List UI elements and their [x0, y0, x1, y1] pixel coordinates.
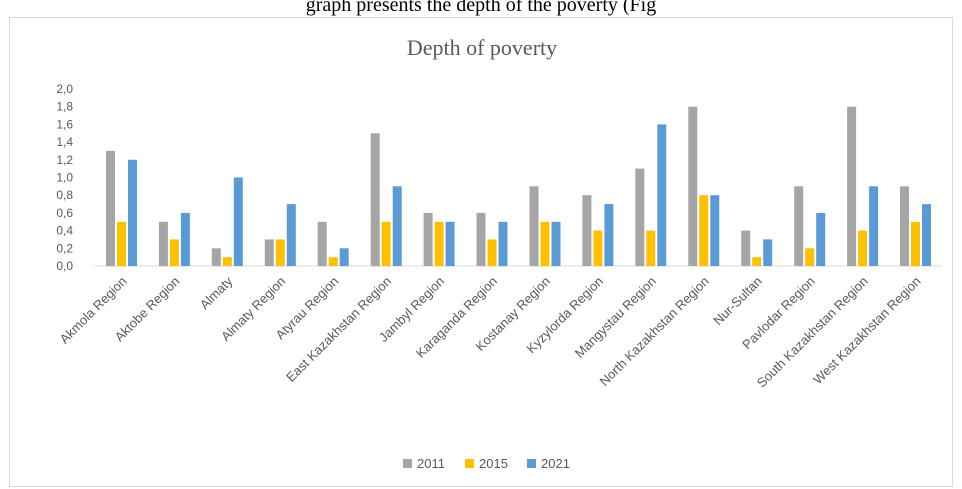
bar-2015 [169, 239, 179, 266]
bar-2021 [869, 186, 879, 266]
y-tick-label: 1,8 [56, 100, 73, 114]
legend-swatch-2011 [403, 459, 412, 468]
legend-swatch-2015 [465, 459, 474, 468]
bar-2021 [498, 221, 508, 267]
bar-2021 [922, 204, 931, 266]
chart-area: Depth of poverty 0,0 0,2 0,4 0,6 0,8 1,0 1,2 1,… [9, 17, 953, 487]
bar-2015 [540, 221, 550, 267]
chart-svg: Depth of poverty 0,0 0,2 0,4 0,6 0,8 1,0 1,2 1,… [56, 35, 942, 471]
bar-2011 [688, 106, 698, 266]
bar-2011 [370, 133, 380, 267]
bar-2015 [222, 257, 232, 266]
bar-2015 [328, 257, 338, 266]
x-category-label: Almaty [197, 273, 236, 312]
y-tick-label: 1,0 [56, 171, 73, 185]
legend-label-2021: 2021 [541, 456, 570, 471]
y-tick-label: 1,4 [56, 135, 73, 149]
bar-2015 [911, 221, 920, 267]
bar-2011 [423, 212, 433, 266]
bar-2011 [847, 106, 857, 266]
y-tick-label: 0,4 [56, 224, 73, 238]
y-tick-label: 0,0 [56, 259, 73, 273]
y-tick-label: 0,6 [56, 206, 73, 220]
bar-2011 [741, 230, 751, 266]
bar-2021 [339, 248, 349, 266]
bar-2015 [646, 230, 656, 266]
bar-2021 [445, 221, 455, 267]
bar-2011 [635, 168, 645, 266]
bar-2015 [117, 221, 126, 267]
bar-2011 [582, 195, 592, 266]
y-tick-label: 0,8 [56, 188, 73, 202]
bar-2011 [106, 150, 115, 266]
x-category-label: South Kazakhstan Region [754, 274, 871, 391]
bar-2021 [551, 221, 561, 267]
bar-2011 [264, 239, 274, 266]
bar-2021 [233, 177, 243, 266]
bars-group [106, 106, 931, 267]
x-category-label: North Kazakhstan Region [597, 274, 712, 389]
bar-2015 [381, 221, 391, 267]
bar-2015 [699, 195, 709, 266]
bar-2015 [752, 257, 762, 266]
legend: 2011 2015 2021 [403, 456, 570, 471]
header-text: graph presents the depth of the poverty … [305, 0, 657, 16]
bar-2021 [180, 212, 190, 266]
bar-2015 [805, 248, 815, 266]
legend-label-2015: 2015 [479, 456, 508, 471]
bar-2021 [128, 159, 137, 266]
bar-2015 [487, 239, 497, 266]
legend-label-2011: 2011 [417, 456, 445, 471]
bar-2015 [593, 230, 603, 266]
bar-2021 [286, 204, 296, 266]
x-category-label: West Kazakhstan Region [810, 274, 924, 388]
x-category-label: Nur-Sultan [710, 274, 765, 329]
bar-2021 [763, 239, 773, 266]
y-tick-label: 0,2 [56, 241, 73, 255]
bar-2015 [275, 239, 285, 266]
bar-2011 [529, 186, 539, 266]
bar-2011 [476, 212, 486, 266]
bar-2021 [604, 204, 614, 266]
y-tick-label: 1,6 [56, 117, 73, 131]
bar-2015 [434, 221, 444, 267]
x-category-label: East Kazakhstan Region [283, 274, 394, 385]
bar-2021 [816, 212, 826, 266]
bar-2015 [858, 230, 868, 266]
bar-2021 [710, 195, 720, 266]
bar-2021 [392, 186, 402, 266]
bar-2011 [794, 186, 804, 266]
bar-2011 [158, 221, 168, 267]
bar-2011 [900, 186, 909, 266]
legend-swatch-2021 [527, 459, 536, 468]
bar-2021 [657, 124, 667, 267]
chart-title: Depth of poverty [407, 35, 557, 60]
bar-2011 [211, 248, 221, 266]
y-tick-label: 2,0 [56, 82, 73, 96]
bar-2011 [317, 221, 327, 267]
y-axis-ticks: 0,0 0,2 0,4 0,6 0,8 1,0 1,2 1,4 1,6 1,8 2,0 [56, 82, 73, 273]
y-tick-label: 1,2 [56, 153, 73, 167]
